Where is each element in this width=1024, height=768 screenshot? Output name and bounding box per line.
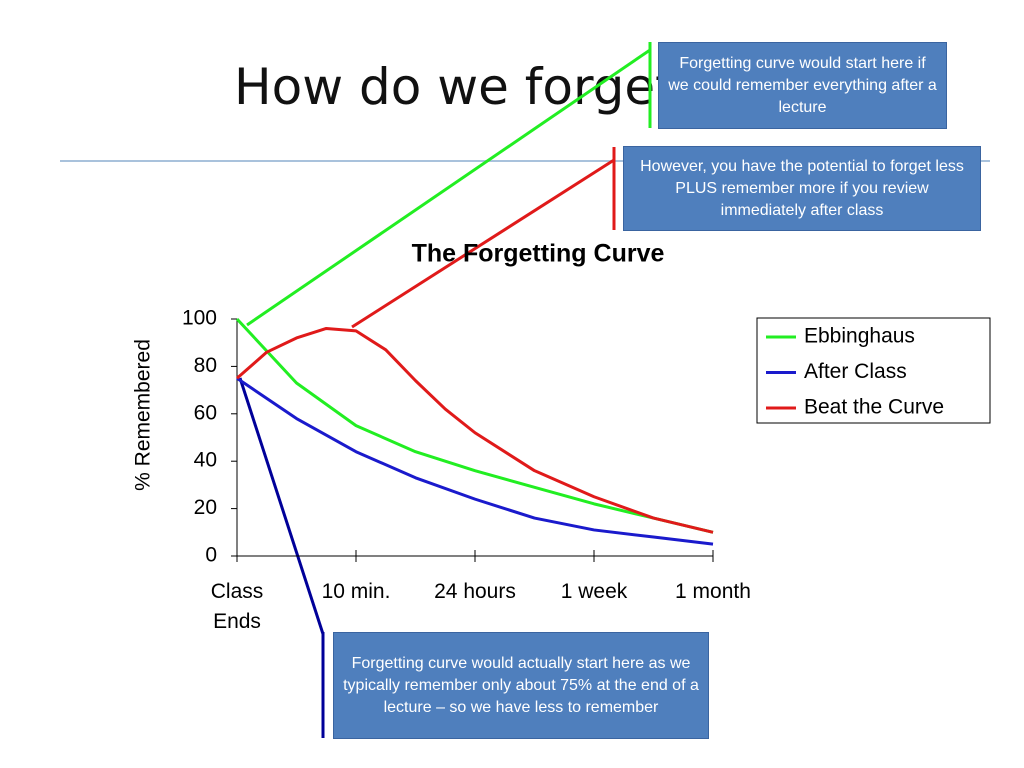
y-tick-label: 80 <box>194 354 217 377</box>
line-series <box>236 377 714 546</box>
x-tick-label: Class Ends <box>210 580 264 633</box>
callout: Forgetting curve would start here if we … <box>658 42 947 129</box>
y-tick-label: 100 <box>182 307 217 330</box>
y-axis-label: % Remembered <box>132 339 155 491</box>
x-tick-label: 24 hours <box>434 580 516 603</box>
legend-label: Ebbinghaus <box>804 325 915 348</box>
y-tick-label: 60 <box>194 401 217 424</box>
legend-label: After Class <box>804 360 907 383</box>
x-tick-label: 1 week <box>560 580 628 603</box>
x-tick-label: 1 month <box>675 580 751 603</box>
chart-title: The Forgetting Curve <box>412 240 665 268</box>
legend-label: Beat the Curve <box>804 396 944 419</box>
line-series <box>236 326 714 534</box>
y-tick-label: 0 <box>205 544 217 567</box>
callout: However, you have the potential to forge… <box>623 146 981 231</box>
y-tick-label: 40 <box>194 449 217 472</box>
line-series <box>235 317 714 534</box>
leader-line <box>351 158 615 329</box>
leader-line <box>246 48 651 327</box>
leader-line <box>238 377 325 635</box>
callout: Forgetting curve would actually start he… <box>333 632 709 739</box>
x-tick-label: 10 min. <box>321 580 391 603</box>
y-tick-label: 20 <box>194 496 217 519</box>
